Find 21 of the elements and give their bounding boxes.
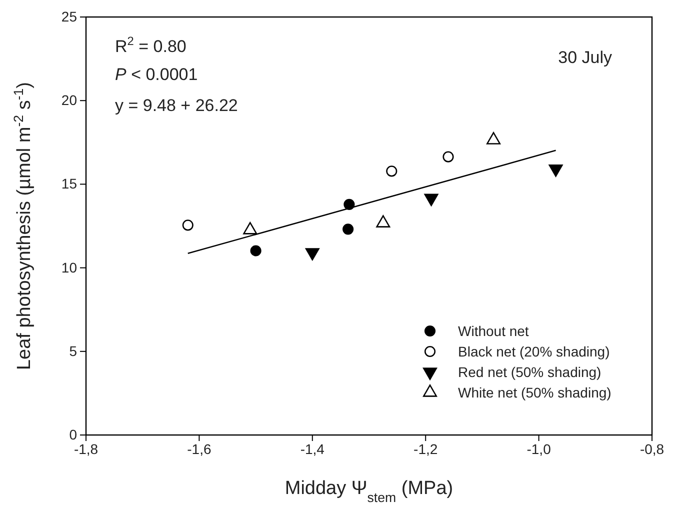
legend-label: Red net (50% shading)	[458, 364, 602, 380]
annotation: y = 9.48 + 26.22	[115, 96, 238, 115]
annotation: R$^{2}$ = 0.80	[115, 34, 186, 56]
legend-label: Without net	[458, 323, 529, 339]
x-tick-label: -1,6	[187, 440, 212, 457]
legend-label: White net (50% shading)	[458, 384, 612, 400]
x-axis-title: Midday Ψ$_{stem}$ (MPa)	[284, 478, 454, 504]
x-tick-label: -1,2	[414, 440, 438, 457]
x-tick-label: -1,8	[74, 440, 98, 457]
y-tick-label: 15	[61, 176, 78, 192]
y-tick-label: 25	[61, 8, 78, 24]
y-tick-label: 0	[69, 426, 78, 442]
y-tick-label: 20	[61, 92, 78, 108]
annotation: 30 July	[558, 48, 612, 67]
y-tick-label: 10	[61, 259, 78, 276]
y-tick-label: 5	[69, 342, 78, 359]
legend-label: Black net (20% shading)	[458, 344, 610, 360]
x-tick-label: -0,8	[640, 440, 664, 457]
x-tick-label: -1,4	[300, 440, 325, 457]
annotation: P < 0.0001	[115, 65, 198, 84]
x-tick-label: -1,0	[526, 440, 552, 457]
